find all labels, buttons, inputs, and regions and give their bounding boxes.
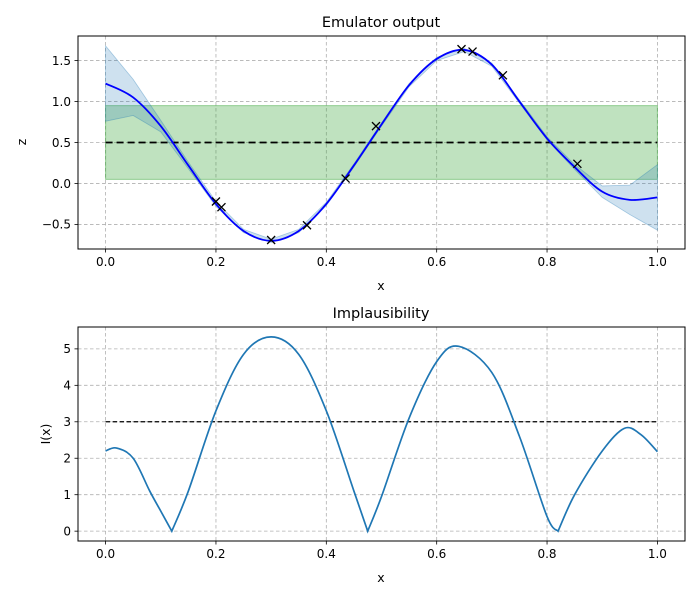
y-axis-label: z: [14, 138, 29, 145]
training-point: [371, 121, 381, 131]
emulator-output-panel: Emulator output 0.0 0.2 0.4 0.6 0.8 1.0 −0.5 0…: [14, 15, 686, 293]
training-point: [266, 235, 276, 245]
x-tick-label: 0.2: [206, 547, 225, 561]
x-tick-label: 1.0: [648, 547, 667, 561]
training-point: [341, 174, 351, 184]
y-tick-label: 4: [63, 379, 71, 393]
y-tick-label: 0.0: [52, 177, 71, 191]
x-tick-labels: 0.0 0.2 0.4 0.6 0.8 1.0: [96, 249, 667, 269]
training-point: [217, 202, 226, 212]
implausibility-panel: Implausibility 0.0 0.2 0.4 0.6 0.8 1.0 0 1 2 3 4 5…: [38, 306, 686, 585]
y-tick-label: 3: [63, 415, 71, 429]
x-tick-labels: 0.0 0.2 0.4 0.6 0.8 1.0: [96, 541, 667, 561]
x-tick-label: 0.6: [427, 255, 446, 269]
y-tick-labels: 0 1 2 3 4 5: [63, 342, 78, 538]
chart-title: Implausibility: [333, 306, 430, 322]
x-tick-label: 0.0: [96, 547, 115, 561]
implausibility-line-layer: [105, 335, 659, 534]
training-point: [572, 159, 582, 169]
uncertainty-layer: [105, 44, 658, 243]
y-tick-label: 1.0: [52, 95, 71, 109]
y-tick-label: 1.5: [52, 54, 71, 68]
y-tick-label: 0: [63, 524, 71, 538]
y-tick-labels: −0.5 0.0 0.5 1.0 1.5: [42, 54, 78, 232]
x-tick-label: 0.0: [96, 255, 115, 269]
x-axis-label: x: [377, 278, 384, 293]
x-tick-label: 0.6: [427, 547, 446, 561]
x-tick-label: 0.4: [317, 547, 336, 561]
x-tick-label: 0.8: [537, 547, 556, 561]
y-tick-label: 5: [63, 342, 71, 356]
x-tick-label: 0.8: [537, 255, 556, 269]
training-points-layer: [211, 44, 582, 245]
emulator-mean-line: [105, 48, 658, 242]
training-point: [457, 44, 466, 54]
y-tick-label: 1: [63, 488, 71, 502]
training-point: [468, 47, 478, 57]
chart-title: Emulator output: [322, 15, 441, 31]
x-tick-label: 0.4: [317, 255, 336, 269]
implausibility-line: [105, 335, 659, 534]
y-tick-label: 2: [63, 452, 71, 466]
training-point: [498, 70, 508, 80]
x-tick-label: 1.0: [648, 255, 667, 269]
x-axis-label: x: [377, 570, 384, 585]
y-axis-label: I(x): [38, 424, 53, 445]
axes-frame: [77, 326, 686, 542]
training-point: [302, 220, 312, 230]
y-tick-label: −0.5: [42, 218, 71, 232]
x-tick-label: 0.2: [206, 255, 225, 269]
uncertainty-band: [105, 44, 658, 243]
mean-line-layer: [105, 48, 658, 242]
y-tick-label: 0.5: [52, 136, 71, 150]
